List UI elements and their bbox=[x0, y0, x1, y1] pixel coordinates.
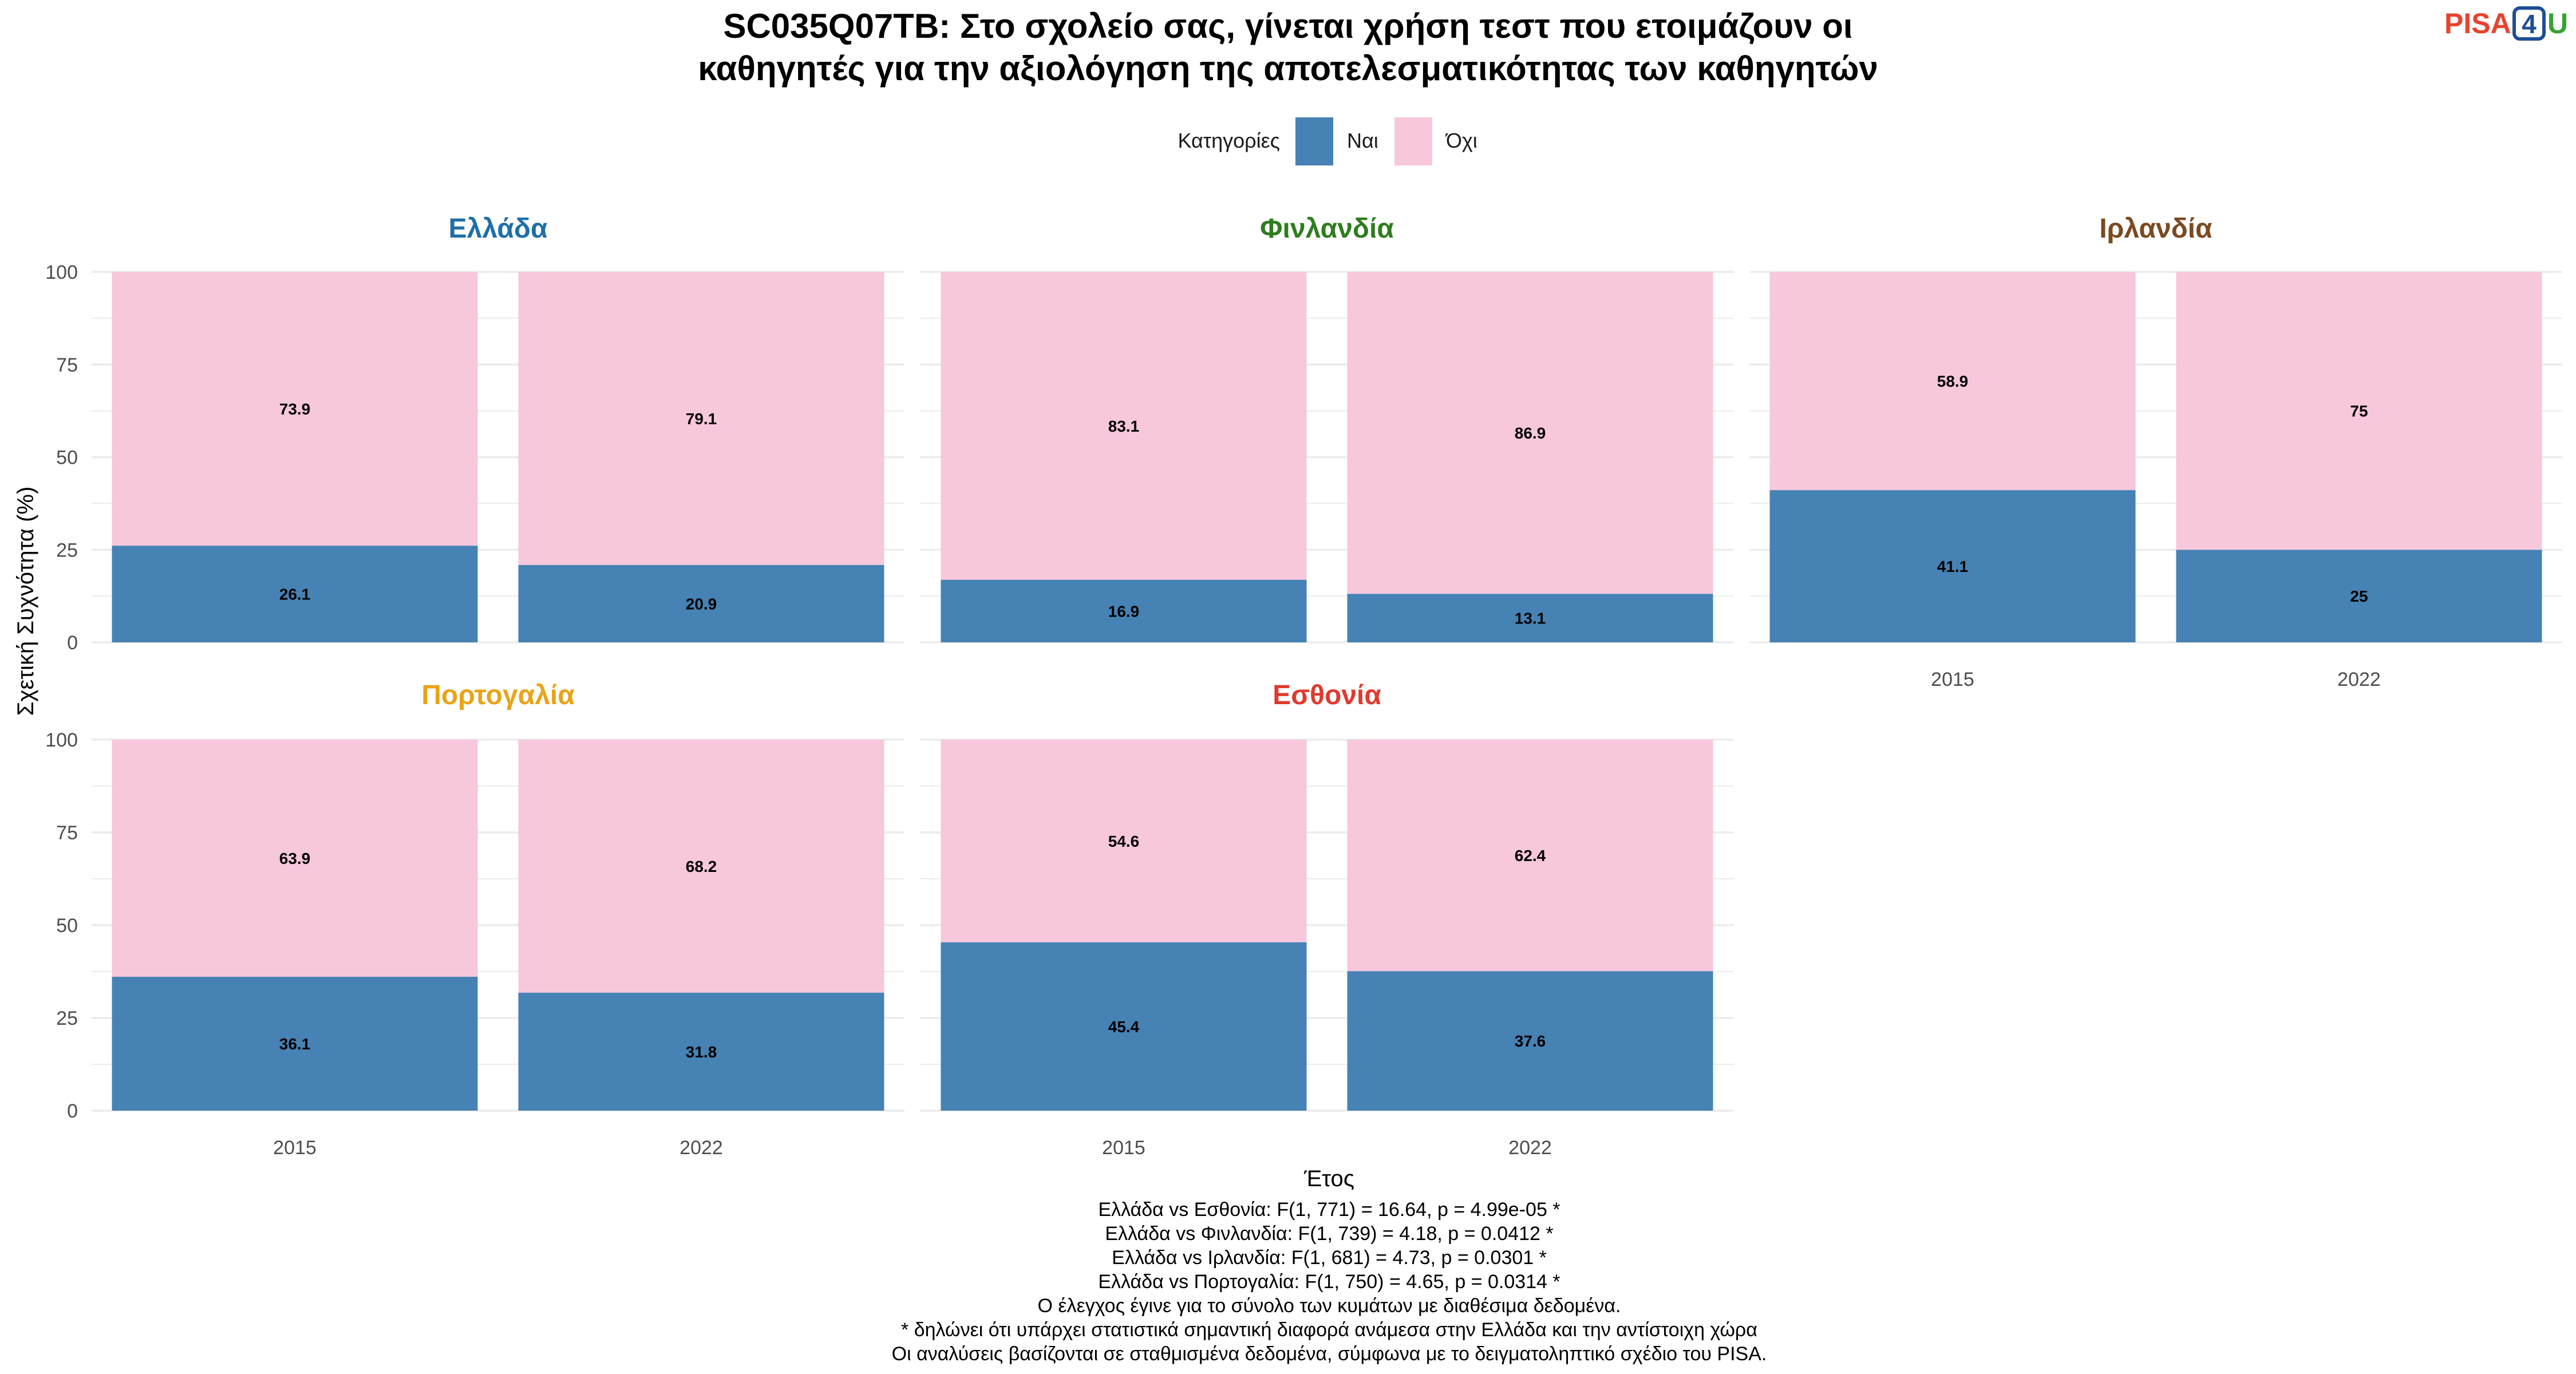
legend: Κατηγορίες Ναι Όχι bbox=[1178, 117, 1477, 165]
logo-letter: U bbox=[2547, 7, 2568, 40]
facet-panel: Φινλανδία 16.9 83.1 13.1 86.9 bbox=[920, 214, 1733, 643]
bar-segment-no bbox=[1769, 272, 2136, 491]
y-tick-label: 75 bbox=[56, 354, 78, 376]
bar-segment-no bbox=[1347, 740, 1713, 972]
data-label: 86.9 bbox=[1515, 424, 1546, 442]
bar-segment-yes bbox=[112, 546, 478, 642]
data-label: 45.4 bbox=[1108, 1018, 1140, 1036]
data-label: 26.1 bbox=[279, 586, 311, 603]
y-axis-label: Σχετική Συχνότητα (%) bbox=[13, 487, 38, 716]
y-tick-label: 50 bbox=[56, 447, 78, 469]
facet-title: Ιρλανδία bbox=[2099, 214, 2212, 244]
data-label: 58.9 bbox=[1937, 373, 1969, 390]
facet-panel: Ελλάδα 26.1 73.9 20.9 79.1 0 25 50 75 100 bbox=[45, 214, 904, 654]
y-tick-label: 25 bbox=[56, 1008, 78, 1029]
bar-segment-yes bbox=[1347, 971, 1713, 1111]
data-label: 13.1 bbox=[1515, 610, 1546, 627]
legend-title: Κατηγορίες bbox=[1178, 129, 1280, 152]
facet-panel: Πορτογαλία 36.1 63.9 31.8 68.2 0 25 50 75 100 2015… bbox=[45, 680, 904, 1159]
y-tick-label: 50 bbox=[56, 915, 78, 937]
y-tick-label: 75 bbox=[56, 822, 78, 844]
x-tick-label: 2015 bbox=[1931, 669, 1974, 690]
data-label: 79.1 bbox=[686, 410, 717, 428]
bar-segment-no bbox=[941, 740, 1307, 942]
facet-title: Πορτογαλία bbox=[421, 680, 575, 710]
x-tick-label: 2015 bbox=[273, 1137, 317, 1159]
logo-text: PISA bbox=[2444, 7, 2511, 40]
footnote-line: Οι αναλύσεις βασίζονται σε σταθμισμένα δ… bbox=[892, 1343, 1767, 1365]
logo-digit: 4 bbox=[2522, 9, 2537, 39]
y-tick-label: 0 bbox=[67, 632, 78, 654]
bar-segment-no bbox=[2176, 272, 2542, 550]
data-label: 20.9 bbox=[686, 595, 717, 613]
data-label: 16.9 bbox=[1108, 602, 1140, 620]
bar-segment-no bbox=[1347, 272, 1713, 594]
bar-segment-no bbox=[518, 272, 884, 565]
pisa4u-logo: PISA 4 U bbox=[2444, 6, 2568, 41]
x-tick-label: 2022 bbox=[2337, 669, 2381, 690]
bar-segment-yes bbox=[941, 579, 1307, 642]
bar-segment-yes bbox=[112, 977, 478, 1111]
data-label: 62.4 bbox=[1515, 847, 1546, 864]
bar-segment-no bbox=[112, 740, 478, 977]
footnote-line: Ο έλεγχος έγινε για το σύνολο των κυμάτω… bbox=[1038, 1295, 1621, 1317]
bar-segment-yes bbox=[941, 942, 1307, 1111]
data-label: 54.6 bbox=[1108, 832, 1140, 850]
chart-title-line2: καθηγητές για την αξιολόγηση της αποτελε… bbox=[698, 49, 1878, 88]
bar-segment-no bbox=[518, 740, 884, 993]
data-label: 75 bbox=[2350, 402, 2368, 420]
facet-title: Ελλάδα bbox=[449, 214, 548, 244]
y-tick-label: 0 bbox=[67, 1100, 78, 1122]
facet-panels: Ελλάδα 26.1 73.9 20.9 79.1 0 25 50 75 100 Φινλανδί… bbox=[45, 214, 2562, 1159]
bar-segment-yes bbox=[2176, 550, 2542, 642]
y-tick-label: 100 bbox=[45, 262, 78, 283]
y-tick-label: 100 bbox=[45, 729, 78, 751]
data-label: 41.1 bbox=[1937, 558, 1969, 575]
footnotes: Ελλάδα vs Εσθονία: F(1, 771) = 16.64, p … bbox=[892, 1199, 1767, 1365]
legend-label-no: Όχι bbox=[1445, 129, 1477, 152]
chart-title-line1: SC035Q07TB: Στο σχολείο σας, γίνεται χρή… bbox=[723, 7, 1852, 45]
bar-segment-yes bbox=[1769, 490, 2136, 642]
bar-segment-yes bbox=[518, 564, 884, 642]
data-label: 36.1 bbox=[279, 1035, 311, 1053]
x-tick-label: 2022 bbox=[1508, 1137, 1552, 1159]
data-label: 83.1 bbox=[1108, 417, 1140, 435]
bar-segment-yes bbox=[518, 992, 884, 1111]
y-tick-label: 25 bbox=[56, 539, 78, 561]
data-label: 31.8 bbox=[686, 1043, 717, 1061]
bar-segment-no bbox=[941, 272, 1307, 580]
logo-digit-box bbox=[2512, 6, 2546, 41]
x-axis-label: Έτος bbox=[1303, 1166, 1354, 1191]
facet-panel: Εσθονία 45.4 54.6 37.6 62.4 2015 2022 bbox=[920, 680, 1733, 1159]
footnote-line: * δηλώνει ότι υπάρχει στατιστικά σημαντι… bbox=[901, 1319, 1757, 1341]
footnote-line: Ελλάδα vs Ιρλανδία: F(1, 681) = 4.73, p … bbox=[1112, 1247, 1547, 1269]
facet-title: Φινλανδία bbox=[1260, 214, 1394, 244]
footnote-line: Ελλάδα vs Φινλανδία: F(1, 739) = 4.18, p… bbox=[1105, 1223, 1553, 1245]
x-tick-label: 2015 bbox=[1102, 1137, 1145, 1159]
footnote-line: Ελλάδα vs Πορτογαλία: F(1, 750) = 4.65, … bbox=[1098, 1271, 1560, 1293]
legend-label-yes: Ναι bbox=[1347, 129, 1378, 152]
legend-swatch-no bbox=[1394, 117, 1432, 165]
legend-swatch-yes bbox=[1295, 117, 1333, 165]
data-label: 73.9 bbox=[279, 400, 311, 418]
data-label: 25 bbox=[2350, 587, 2368, 605]
data-label: 63.9 bbox=[279, 850, 311, 867]
facet-panel: Ιρλανδία 41.1 58.9 25 75 2015 2022 bbox=[1749, 214, 2562, 690]
x-tick-label: 2022 bbox=[679, 1137, 723, 1159]
bar-segment-yes bbox=[1347, 594, 1713, 642]
facet-title: Εσθονία bbox=[1273, 680, 1381, 710]
bar-segment-no bbox=[112, 272, 478, 546]
data-label: 68.2 bbox=[686, 858, 717, 875]
data-label: 37.6 bbox=[1515, 1032, 1546, 1050]
footnote-line: Ελλάδα vs Εσθονία: F(1, 771) = 16.64, p … bbox=[1098, 1199, 1560, 1221]
